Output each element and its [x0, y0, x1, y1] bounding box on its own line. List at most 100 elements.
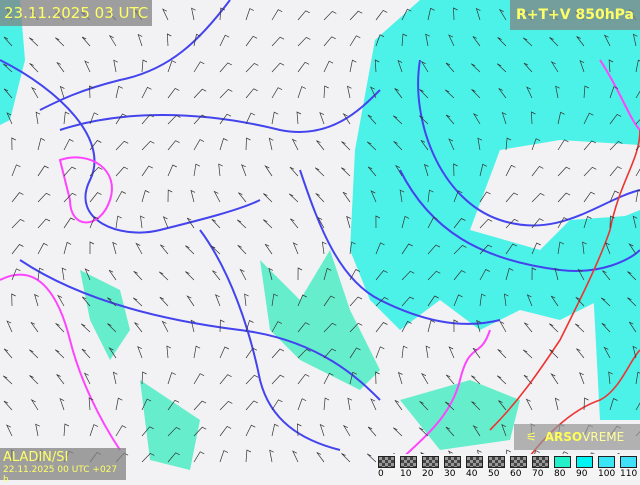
wind-barb: [393, 141, 403, 151]
legend-tick: 20: [422, 469, 434, 479]
legend-swatch: [488, 456, 505, 468]
wind-barb: [477, 137, 483, 151]
wind-barb: [577, 268, 585, 281]
wind-barb: [3, 88, 13, 99]
wind-barb: [316, 140, 325, 151]
wind-barb: [393, 427, 403, 437]
wind-barb: [505, 137, 512, 151]
wind-barb: [89, 166, 103, 177]
wind-barb: [54, 349, 65, 359]
legend-tick: 0: [378, 469, 384, 479]
wind-barb: [505, 164, 516, 177]
wind-barb: [297, 373, 310, 385]
wind-barb: [472, 425, 481, 437]
wind-barb: [218, 163, 223, 177]
wind-barb: [479, 218, 493, 229]
wind-barb: [268, 267, 274, 281]
wind-barb: [349, 269, 360, 281]
wind-barb: [453, 218, 466, 229]
wind-barb: [59, 398, 65, 411]
wind-barb: [554, 267, 560, 281]
wind-barb: [11, 164, 21, 177]
wind-barb: [193, 451, 205, 463]
wind-barb: [479, 191, 491, 203]
wind-barb: [420, 372, 429, 385]
wind-barb: [609, 190, 620, 203]
wind-barb: [297, 36, 311, 47]
wind-barb: [214, 294, 221, 307]
wind-barb: [375, 34, 385, 47]
wind-barb: [453, 319, 459, 333]
wind-barb: [608, 59, 614, 73]
wind-barb: [526, 294, 533, 307]
wind-barb: [115, 397, 123, 411]
wind-barb: [166, 345, 172, 359]
wind-barb: [531, 111, 536, 125]
wind-barb: [141, 86, 152, 99]
wind-barb: [263, 219, 273, 229]
wind-barb: [448, 346, 455, 359]
wind-barb: [133, 270, 143, 281]
wind-barb: [115, 425, 127, 437]
wind-barb: [401, 215, 410, 229]
wind-barb: [219, 138, 228, 151]
wind-barb: [427, 216, 438, 229]
wind-barb: [115, 140, 129, 151]
wind-barb: [367, 166, 377, 177]
wind-barb: [245, 347, 258, 359]
wind-barb: [2, 63, 13, 73]
wind-barb: [245, 62, 259, 73]
wind-barb: [609, 113, 622, 125]
wind-barb: [185, 271, 195, 281]
wind-barb: [30, 86, 39, 99]
wind-barb: [319, 111, 325, 125]
wind-barb: [323, 348, 337, 359]
wind-barb: [445, 374, 455, 385]
wind-barb: [479, 163, 487, 177]
wind-barb: [30, 399, 39, 411]
wind-barb: [341, 167, 351, 177]
wind-barb: [115, 85, 123, 99]
legend-swatch: [554, 456, 571, 468]
isotherms-blue: [0, 0, 640, 451]
wind-barb: [89, 241, 95, 254]
logo-light: VREME: [582, 430, 625, 444]
wind-barb: [427, 295, 439, 307]
wind-barb: [162, 8, 169, 21]
legend-swatch: [510, 456, 527, 468]
wind-barb: [115, 191, 126, 203]
wind-barb: [420, 60, 429, 73]
wind-barb: [113, 59, 118, 73]
wind-barb: [167, 60, 177, 73]
wind-barb: [219, 7, 225, 21]
wind-barb: [141, 398, 152, 411]
wind-barb: [604, 242, 611, 255]
wind-barb: [193, 139, 205, 151]
wind-barb: [375, 270, 388, 281]
wind-barb: [349, 347, 361, 359]
wind-barb: [349, 241, 356, 255]
wind-barb: [291, 138, 299, 151]
wind-barb: [550, 295, 559, 307]
wind-barb: [89, 216, 99, 229]
wind-barb: [635, 59, 640, 73]
wind-barb: [264, 243, 273, 255]
wind-barb: [632, 215, 638, 229]
wind-barb: [427, 189, 434, 203]
wind-barb: [444, 401, 455, 411]
wind-barb: [11, 218, 25, 229]
wind-barb: [523, 62, 533, 73]
wind-barb: [268, 137, 274, 151]
wind-barb: [2, 375, 13, 385]
wind-barb: [583, 216, 592, 229]
wind-barb: [28, 37, 39, 47]
wind-barb: [191, 7, 196, 21]
wind-barb: [115, 215, 122, 229]
wind-barb: [219, 62, 232, 73]
wind-barb: [608, 371, 613, 385]
wind-barb: [162, 216, 169, 229]
wind-barb: [63, 138, 74, 151]
wind-barb: [576, 348, 585, 359]
wind-barb: [401, 320, 412, 333]
wind-barb: [501, 423, 507, 437]
